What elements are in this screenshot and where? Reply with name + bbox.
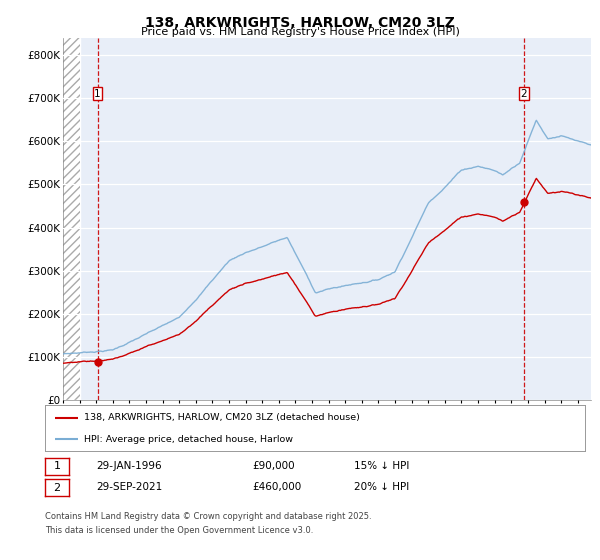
Text: £90,000: £90,000: [252, 461, 295, 471]
Bar: [63, 38, 80, 400]
Text: 138, ARKWRIGHTS, HARLOW, CM20 3LZ (detached house): 138, ARKWRIGHTS, HARLOW, CM20 3LZ (detac…: [84, 413, 360, 422]
Text: 20% ↓ HPI: 20% ↓ HPI: [354, 482, 409, 492]
Text: 2: 2: [53, 483, 61, 493]
Text: £460,000: £460,000: [252, 482, 301, 492]
Text: HPI: Average price, detached house, Harlow: HPI: Average price, detached house, Harl…: [84, 435, 293, 444]
Text: 29-SEP-2021: 29-SEP-2021: [96, 482, 162, 492]
Text: 1: 1: [53, 461, 61, 472]
Text: Price paid vs. HM Land Registry's House Price Index (HPI): Price paid vs. HM Land Registry's House …: [140, 27, 460, 37]
Text: 1: 1: [94, 89, 101, 99]
Text: 29-JAN-1996: 29-JAN-1996: [96, 461, 161, 471]
Text: Contains HM Land Registry data © Crown copyright and database right 2025.: Contains HM Land Registry data © Crown c…: [45, 512, 371, 521]
Text: 15% ↓ HPI: 15% ↓ HPI: [354, 461, 409, 471]
Bar: [63, 38, 80, 400]
Text: This data is licensed under the Open Government Licence v3.0.: This data is licensed under the Open Gov…: [45, 526, 313, 535]
Text: 138, ARKWRIGHTS, HARLOW, CM20 3LZ: 138, ARKWRIGHTS, HARLOW, CM20 3LZ: [145, 16, 455, 30]
Text: 2: 2: [520, 89, 527, 99]
